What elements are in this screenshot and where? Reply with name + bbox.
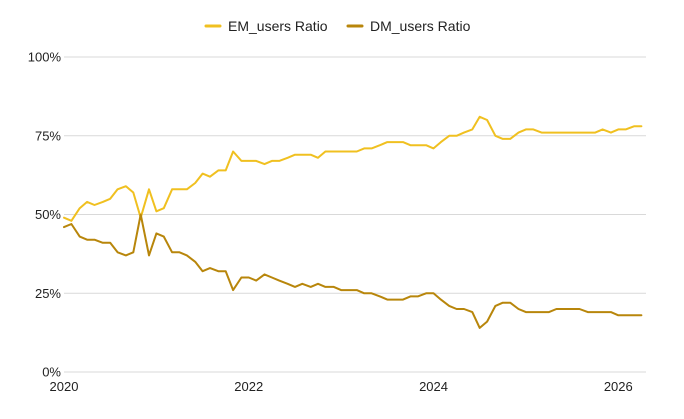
y-axis-ticks: 0% 25% 50% 75% 100% bbox=[28, 50, 62, 380]
x-tick-label: 2026 bbox=[604, 379, 633, 394]
x-tick-label: 2020 bbox=[50, 379, 79, 394]
x-tick-label: 2022 bbox=[234, 379, 263, 394]
series-lines bbox=[63, 115, 643, 329]
y-tick-label: 0% bbox=[42, 365, 61, 380]
y-tick-label: 50% bbox=[35, 207, 61, 222]
gridlines bbox=[64, 56, 646, 373]
series-line-dm-users-ratio bbox=[63, 213, 643, 329]
x-tick-label: 2024 bbox=[419, 379, 448, 394]
y-tick-label: 75% bbox=[35, 128, 61, 143]
x-axis-ticks: 2020 2022 2024 2026 bbox=[50, 379, 633, 394]
legend: EM_users Ratio DM_users Ratio bbox=[204, 18, 471, 34]
legend-label-em: EM_users Ratio bbox=[228, 18, 328, 34]
series-line-em-users-ratio bbox=[63, 115, 643, 222]
y-tick-label: 25% bbox=[35, 286, 61, 301]
legend-label-dm: DM_users Ratio bbox=[370, 18, 471, 34]
y-tick-label: 100% bbox=[28, 50, 62, 65]
